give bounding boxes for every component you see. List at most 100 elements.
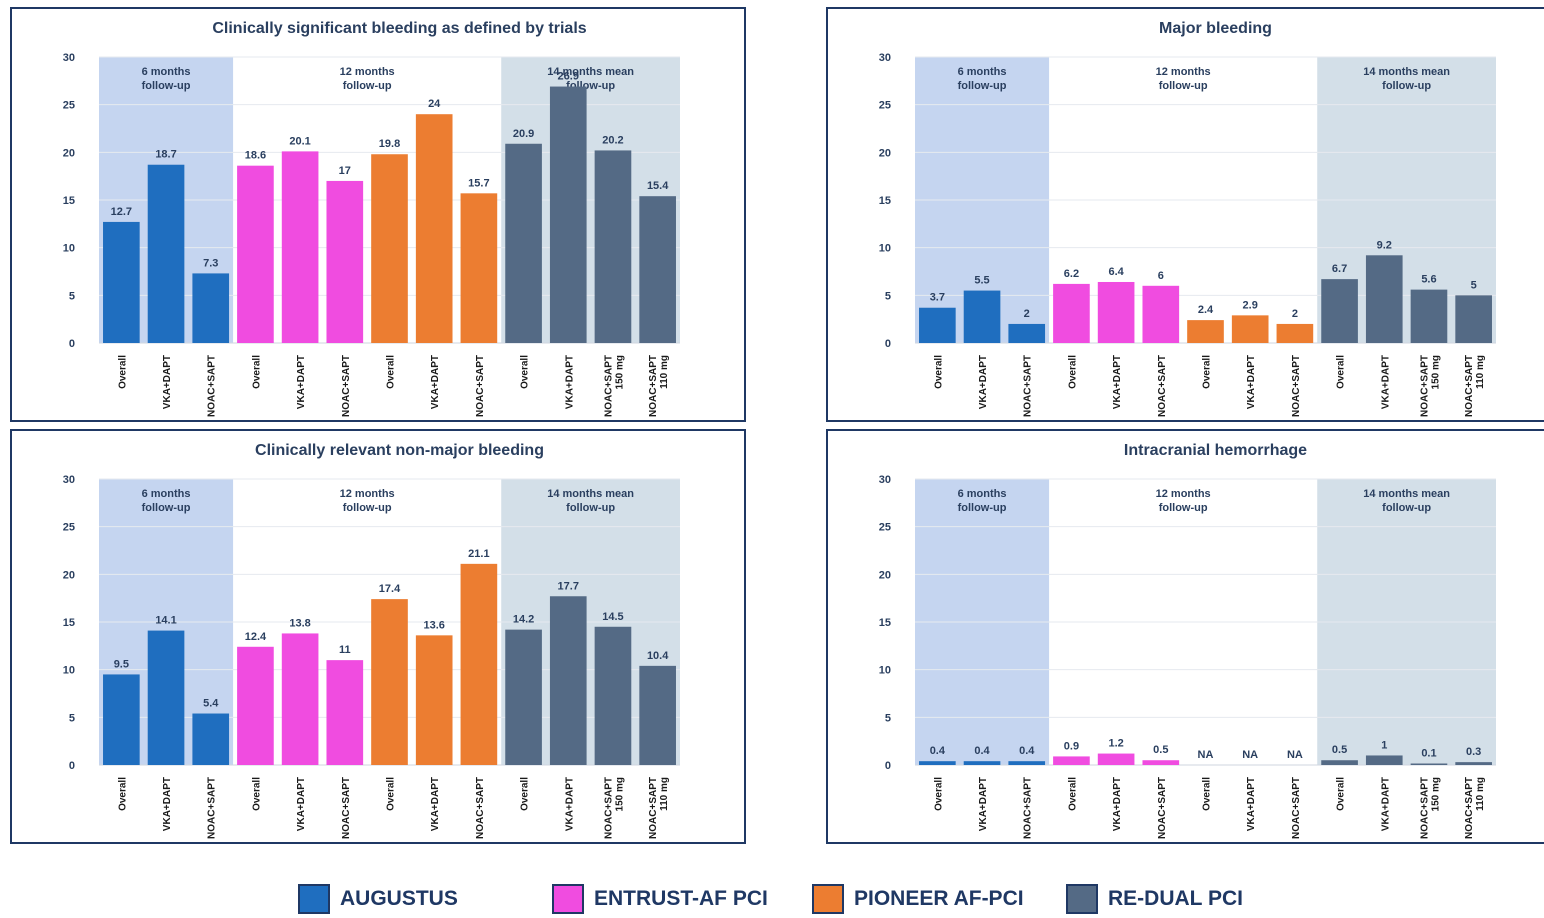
x-tick-label: NOAC+SAPT: [1419, 355, 1430, 417]
x-tick-label: NOAC+SAPT: [207, 777, 218, 839]
bar: [1142, 760, 1180, 765]
x-tick-label: VKA+DAPT: [1246, 777, 1257, 831]
bar: [1365, 755, 1403, 765]
data-label: 0.9: [1064, 740, 1079, 752]
x-tick-label: NOAC+SAPT: [603, 777, 614, 839]
data-label: 24: [428, 98, 441, 110]
band-label: follow-up: [958, 80, 1007, 92]
bar: [281, 633, 319, 765]
bar: [549, 596, 587, 765]
y-tick-label: 10: [879, 243, 891, 255]
bar: [192, 273, 230, 343]
data-label: 2: [1024, 308, 1030, 320]
band-label: 12 months: [1156, 488, 1211, 500]
band-label: follow-up: [343, 80, 392, 92]
legend-item-pioneer: PIONEER AF-PCI: [812, 884, 1024, 914]
legend-swatch: [552, 884, 584, 914]
x-tick-label: Overall: [117, 355, 128, 389]
bar: [505, 143, 542, 343]
data-label: 0.4: [930, 745, 946, 757]
x-tick-label: NOAC+SAPT: [603, 355, 614, 417]
x-tick-label: NOAC+SAPT: [1419, 777, 1430, 839]
x-tick-label: 150 mg: [614, 777, 625, 811]
x-tick-label: NOAC+SAPT: [1157, 355, 1168, 417]
x-tick-label: VKA+DAPT: [564, 777, 575, 831]
data-label: 17: [339, 165, 351, 177]
chart-title: Clinically significant bleeding as defin…: [212, 20, 586, 37]
bar: [326, 660, 364, 765]
y-tick-label: 15: [63, 617, 75, 629]
data-label: 1.2: [1108, 738, 1123, 750]
chart-panel-clinically-significant-bleeding: Clinically significant bleeding as defin…: [10, 7, 746, 422]
bar: [147, 630, 185, 765]
y-tick-label: 20: [879, 569, 891, 581]
chart-panel-intracranial-hemorrhage: Intracranial hemorrhage 6 months follow-up…: [826, 429, 1544, 844]
x-tick-label: Overall: [251, 355, 262, 389]
x-tick-label: Overall: [1202, 355, 1213, 389]
bar: [1455, 762, 1492, 765]
legend-item-augustus: AUGUSTUS: [298, 884, 458, 914]
data-label: 5.5: [974, 275, 989, 287]
bar: [281, 151, 319, 343]
x-tick-label: Overall: [1202, 777, 1213, 811]
data-label: 13.8: [289, 617, 310, 629]
chart-panel-major-bleeding: Major bleeding 6 months follow-up 12 months…: [826, 7, 1544, 422]
x-tick-label: VKA+DAPT: [1246, 355, 1257, 409]
bar: [639, 196, 676, 343]
x-tick-label: Overall: [520, 777, 531, 811]
data-label: 20.1: [289, 135, 310, 147]
x-tick-label: NOAC+SAPT: [648, 355, 659, 417]
band-label: 14 months mean: [1363, 488, 1450, 500]
y-tick-label: 30: [879, 52, 891, 64]
x-tick-label: NOAC+SAPT: [475, 355, 486, 417]
x-tick-label: NOAC+SAPT: [1291, 355, 1302, 417]
bar: [371, 154, 408, 343]
bar: [1008, 761, 1046, 765]
data-label: 15.4: [647, 180, 669, 192]
bar: [1455, 295, 1492, 343]
x-tick-label: NOAC+SAPT: [1464, 777, 1475, 839]
band-label: follow-up: [343, 502, 392, 514]
data-label: 5.6: [1421, 274, 1436, 286]
data-label: 1: [1381, 739, 1387, 751]
x-tick-label: VKA+DAPT: [430, 777, 441, 831]
data-label: 6.7: [1332, 263, 1347, 275]
data-label: 6: [1158, 270, 1164, 282]
bar: [1187, 320, 1224, 343]
legend-swatch: [298, 884, 330, 914]
x-tick-label: NOAC+SAPT: [1464, 355, 1475, 417]
data-label: 20.2: [602, 134, 623, 146]
bar: [460, 563, 498, 765]
y-tick-label: 0: [69, 760, 75, 772]
band-label: 6 months: [142, 488, 191, 500]
data-label: 17.4: [379, 583, 401, 595]
y-tick-label: 20: [63, 569, 75, 581]
bar: [1231, 315, 1269, 343]
y-tick-label: 20: [879, 147, 891, 159]
bar: [1321, 279, 1358, 343]
legend-label: PIONEER AF-PCI: [854, 887, 1024, 910]
y-tick-label: 5: [69, 712, 75, 724]
x-tick-label: Overall: [386, 355, 397, 389]
y-tick-label: 30: [879, 474, 891, 486]
x-tick-label: Overall: [933, 355, 944, 389]
bar: [237, 646, 274, 765]
chart-svg: Clinically significant bleeding as defin…: [63, 20, 680, 417]
bar: [147, 164, 185, 343]
x-tick-label: 110 mg: [659, 777, 670, 811]
bar: [919, 307, 956, 343]
chart-svg: Major bleeding 6 months follow-up 12 months…: [879, 20, 1496, 417]
band-label: 12 months: [1156, 66, 1211, 78]
data-label: 5: [1471, 279, 1477, 291]
bar: [1097, 753, 1135, 765]
bar: [505, 629, 542, 765]
chart-title: Intracranial hemorrhage: [1124, 442, 1307, 459]
data-label: 2: [1292, 308, 1298, 320]
data-label: 0.1: [1421, 748, 1436, 760]
y-tick-label: 20: [63, 147, 75, 159]
data-label: 0.5: [1153, 744, 1168, 756]
x-tick-label: NOAC+SAPT: [1291, 777, 1302, 839]
data-label: 14.1: [155, 615, 176, 627]
bar: [963, 290, 1001, 343]
y-tick-label: 15: [879, 195, 891, 207]
